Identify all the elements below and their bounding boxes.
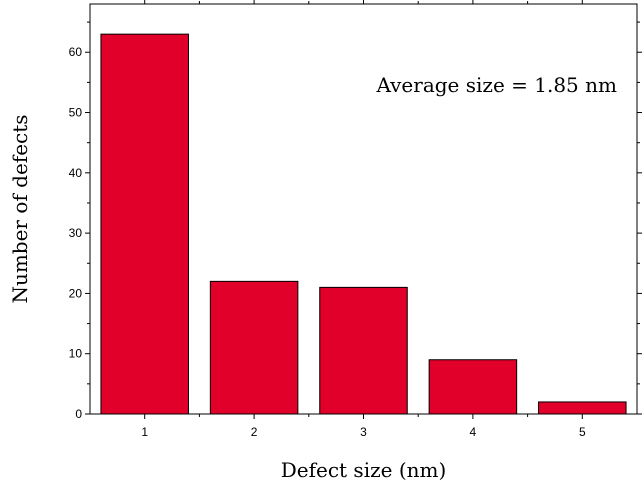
x-tick-label: 1	[141, 425, 148, 439]
ticks	[85, 0, 642, 419]
y-tick-label: 30	[69, 226, 83, 240]
y-axis-title: Number of defects	[8, 114, 32, 303]
average-size-annotation: Average size = 1.85 nm	[376, 73, 618, 97]
y-tick-label: 40	[69, 166, 83, 180]
x-tick-label: 5	[579, 425, 586, 439]
bar-2	[209, 280, 299, 415]
y-tick-labels: 0 10 20 30 40 50 60	[69, 45, 83, 421]
x-tick-label: 2	[251, 425, 258, 439]
bar-5	[538, 401, 627, 415]
x-tick-label: 4	[470, 425, 477, 439]
y-tick-label: 0	[75, 407, 82, 421]
x-tick-label: 3	[360, 425, 367, 439]
x-axis-title: Defect size (nm)	[281, 458, 447, 482]
bar-4	[428, 359, 518, 415]
bar-1	[100, 33, 189, 415]
y-tick-label: 60	[69, 45, 83, 59]
y-tick-label: 10	[69, 347, 83, 361]
y-tick-label: 50	[69, 106, 83, 120]
bars	[100, 33, 627, 415]
x-tick-labels: 1 2 3 4 5	[141, 425, 586, 439]
bar-3	[319, 286, 408, 415]
y-tick-label: 20	[69, 286, 83, 300]
